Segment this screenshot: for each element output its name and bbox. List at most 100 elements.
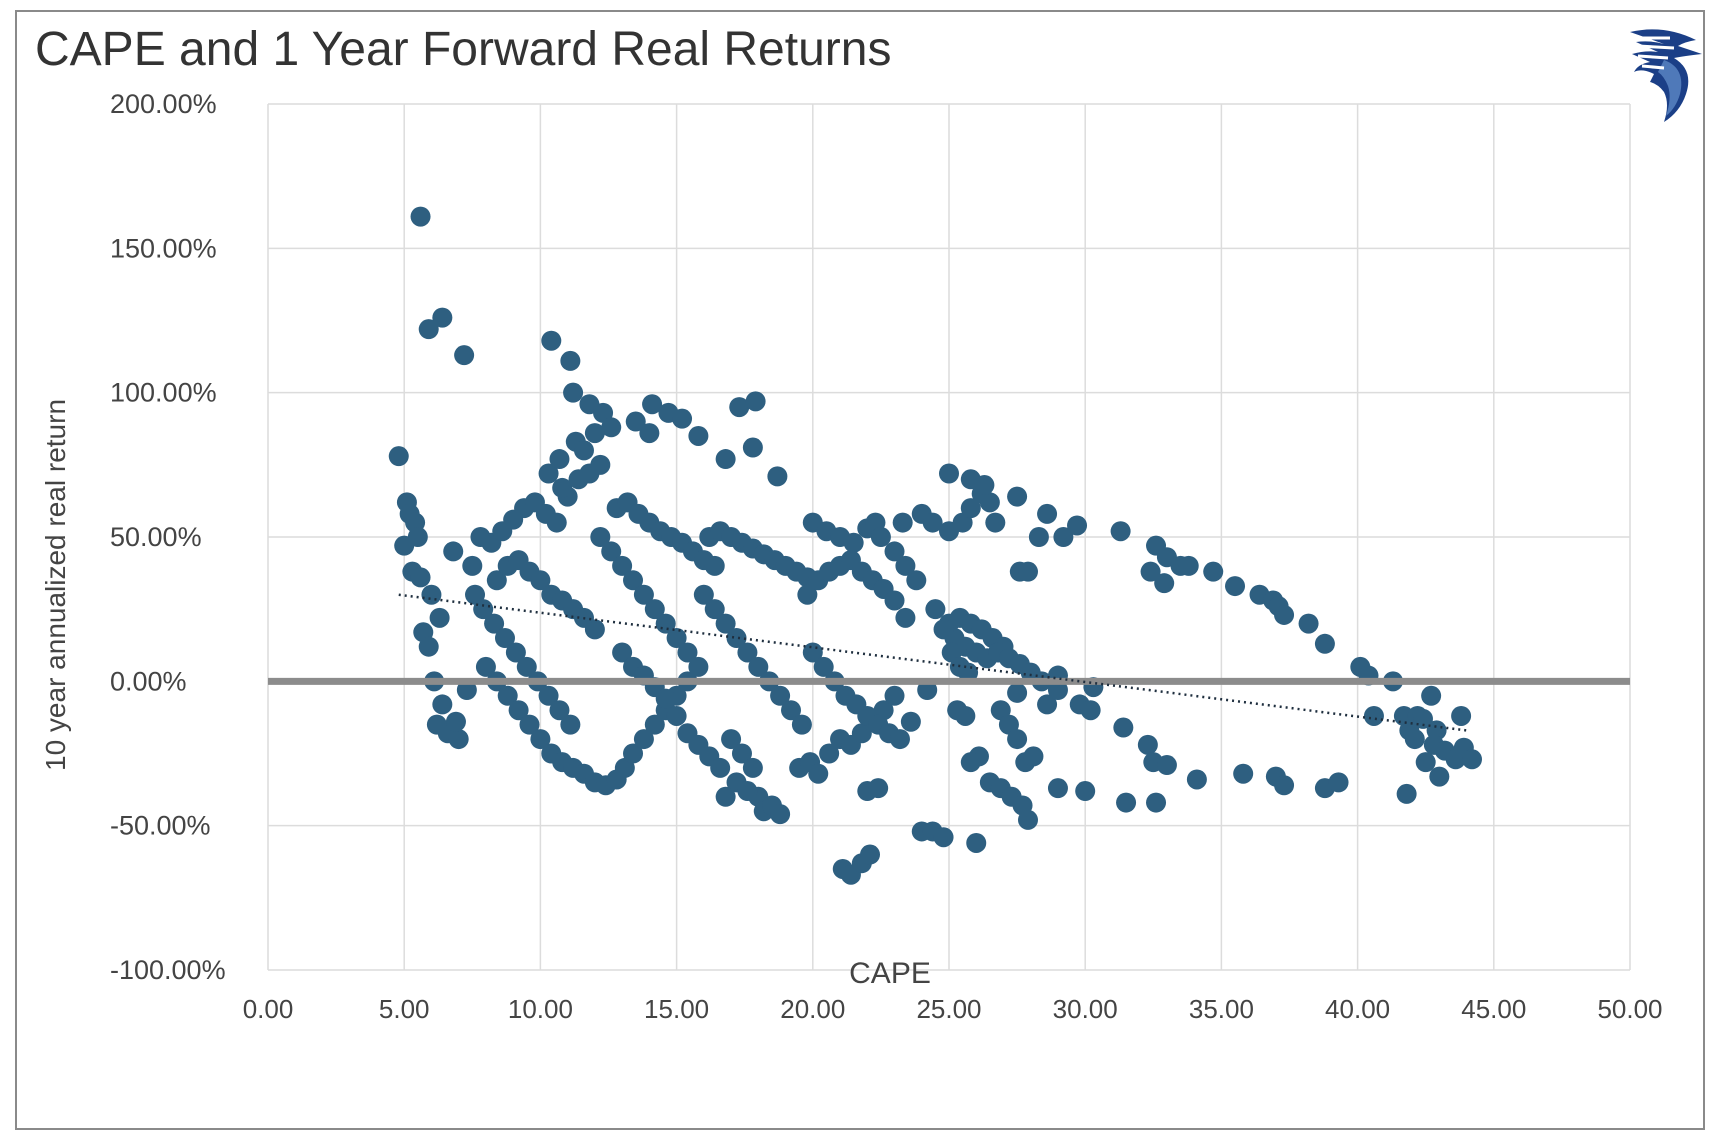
data-point (612, 642, 633, 663)
data-point (1116, 792, 1137, 813)
data-point (666, 628, 687, 649)
data-point (432, 694, 453, 715)
y-axis-label: 10 year annualized real return (40, 399, 71, 771)
y-tick-label: 0.00% (110, 666, 187, 696)
data-point (410, 567, 431, 588)
data-point (642, 394, 663, 415)
data-point (633, 729, 654, 750)
data-point (781, 700, 802, 721)
data-point (731, 743, 752, 764)
data-point (429, 607, 450, 628)
x-axis-ticks: 0.00 5.00 10.00 15.00 20.00 25.00 30.00 35.00 40… (243, 994, 1663, 1024)
y-tick-label: 50.00% (110, 522, 202, 552)
data-point (895, 607, 916, 628)
data-point (745, 391, 766, 412)
data-point (925, 599, 946, 620)
data-point (1156, 755, 1177, 776)
data-point (1314, 633, 1335, 654)
data-point (966, 832, 987, 853)
data-point (516, 656, 537, 677)
data-point (443, 541, 464, 562)
data-point (1233, 763, 1254, 784)
data-point (693, 584, 714, 605)
data-point (1053, 527, 1074, 547)
data-point (933, 827, 954, 848)
data-point (808, 763, 829, 784)
y-tick-label: 200.00% (110, 89, 217, 119)
data-point (508, 700, 529, 721)
data-point (672, 408, 693, 429)
data-point (906, 570, 927, 591)
data-point (1178, 555, 1199, 576)
data-point (895, 555, 916, 576)
data-point (633, 584, 654, 605)
data-point (573, 440, 594, 461)
data-point (797, 584, 818, 605)
data-point (612, 555, 633, 576)
x-tick-label: 45.00 (1461, 994, 1526, 1024)
data-point (870, 527, 891, 547)
data-point (704, 555, 725, 576)
data-point (1067, 515, 1088, 536)
data-point (418, 636, 439, 657)
x-tick-label: 20.00 (780, 994, 845, 1024)
data-point (955, 705, 976, 726)
data-point (770, 685, 791, 706)
data-point (1298, 613, 1319, 634)
data-point (623, 743, 644, 764)
data-point (958, 662, 979, 683)
data-point (541, 330, 562, 351)
data-point (843, 532, 864, 553)
data-point (726, 628, 747, 649)
data-point (601, 417, 622, 438)
x-tick-label: 35.00 (1189, 994, 1254, 1024)
y-tick-label: 150.00% (110, 233, 217, 263)
data-point (432, 307, 453, 328)
data-point (868, 778, 889, 799)
data-point (448, 729, 469, 750)
data-point (737, 781, 758, 802)
y-tick-label: -100.00% (110, 955, 226, 985)
y-tick-label: 100.00% (110, 378, 217, 408)
data-point (1110, 521, 1131, 542)
data-point (933, 619, 954, 640)
data-point (737, 642, 758, 663)
data-point (710, 757, 731, 778)
data-point (445, 711, 466, 732)
data-point (767, 466, 788, 487)
data-point (454, 345, 475, 366)
data-point (1080, 700, 1101, 721)
data-point (884, 685, 905, 706)
data-point (884, 590, 905, 611)
data-point (1154, 573, 1175, 594)
data-point (900, 711, 921, 732)
y-axis-ticks: -100.00% -50.00% 0.00% 50.00% 100.00% 150.00%… (110, 89, 226, 985)
data-point (1363, 705, 1384, 726)
data-point (563, 382, 584, 403)
data-point (590, 527, 611, 547)
data-point (1225, 576, 1246, 597)
data-point (819, 743, 840, 764)
data-point (704, 599, 725, 620)
data-point (1007, 729, 1028, 750)
data-point (1007, 486, 1028, 507)
data-point (1007, 682, 1028, 703)
data-point (742, 437, 763, 458)
data-point (721, 729, 742, 750)
data-point (530, 729, 551, 750)
data-point (715, 786, 736, 807)
data-point (644, 599, 665, 620)
data-point (917, 679, 938, 700)
data-point (410, 206, 431, 227)
data-point (639, 423, 660, 444)
data-point (625, 411, 646, 432)
data-point (456, 679, 477, 700)
eagle-logo-icon (1630, 29, 1702, 123)
data-point (688, 425, 709, 446)
data-point (1017, 561, 1038, 582)
data-point (666, 705, 687, 726)
data-point (519, 714, 540, 735)
data-point (1186, 769, 1207, 790)
data-point (584, 423, 605, 444)
data-point (601, 541, 622, 562)
